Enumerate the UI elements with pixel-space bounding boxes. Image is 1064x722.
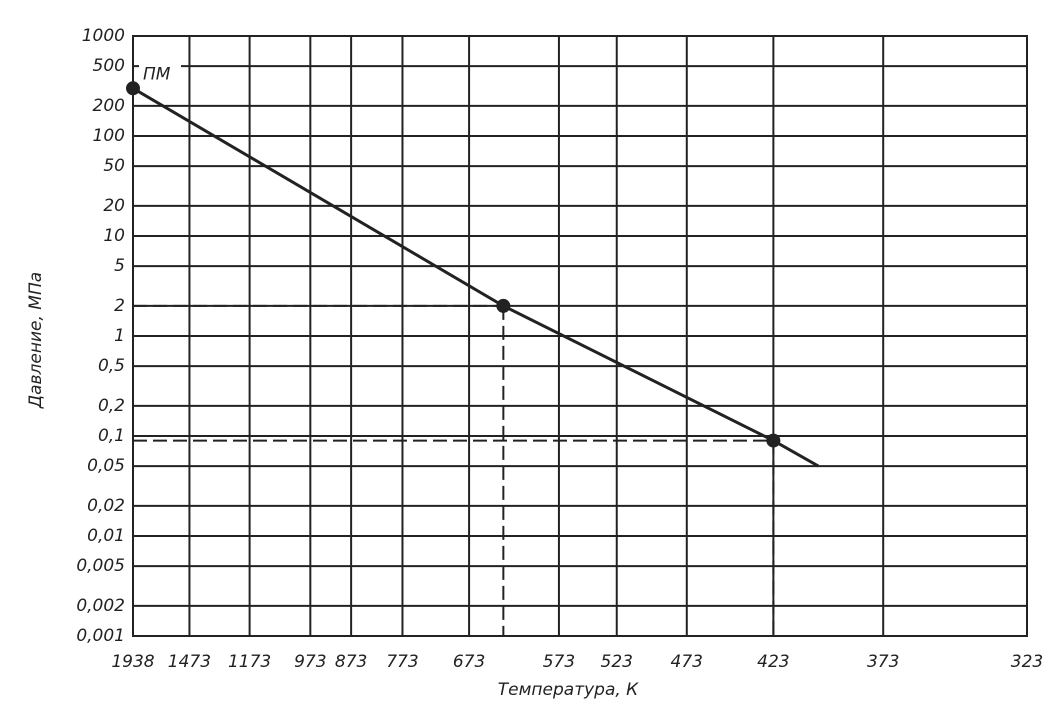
y-tick-label: 0,5 [98, 356, 125, 376]
y-tick-label: 5 [114, 256, 125, 276]
y-tick-label: 100 [93, 126, 125, 146]
y-tick-label: 0,005 [76, 556, 125, 576]
annotation: ПМ [143, 64, 171, 84]
y-tick-label: 1000 [82, 26, 125, 46]
data-point [126, 81, 140, 96]
x-tick-label: 523 [601, 652, 633, 672]
y-tick-label: 0,02 [87, 496, 125, 516]
y-tick-label: 0,001 [76, 626, 125, 646]
y-tick-label: 0,01 [87, 526, 125, 546]
data-point [496, 298, 511, 313]
x-tick-label: 873 [335, 652, 367, 672]
y-tick-label: 500 [93, 56, 125, 76]
annotation-bg [139, 64, 181, 85]
y-tick-label: 200 [93, 96, 125, 116]
y-tick-label: 1 [114, 326, 125, 346]
x-axis-label: Температура, К [498, 680, 639, 700]
y-tick-label: 20 [103, 196, 125, 216]
y-axis-label: Давление, МПа [26, 272, 46, 409]
x-tick-label: 1473 [168, 652, 211, 672]
x-tick-label: 773 [386, 652, 418, 672]
data-point [766, 433, 781, 448]
y-tick-label: 2 [114, 296, 125, 316]
x-tick-label: 373 [867, 652, 899, 672]
y-tick-label: 0,002 [76, 596, 125, 616]
y-tick-label: 0,1 [98, 426, 125, 446]
x-tick-label: 1173 [228, 652, 271, 672]
y-tick-label: 0,05 [87, 456, 125, 476]
y-tick-label: 50 [103, 156, 125, 176]
x-tick-label: 323 [1011, 652, 1043, 672]
x-tick-label: 423 [757, 652, 789, 672]
x-tick-label: 573 [543, 652, 575, 672]
x-tick-label: 473 [671, 652, 703, 672]
x-tick-label: 1938 [111, 652, 154, 672]
data-line [132, 86, 820, 468]
x-tick-label: 973 [294, 652, 326, 672]
y-tick-label: 10 [103, 226, 125, 246]
y-tick-label: 0,2 [98, 396, 125, 416]
x-tick-label: 673 [453, 652, 485, 672]
